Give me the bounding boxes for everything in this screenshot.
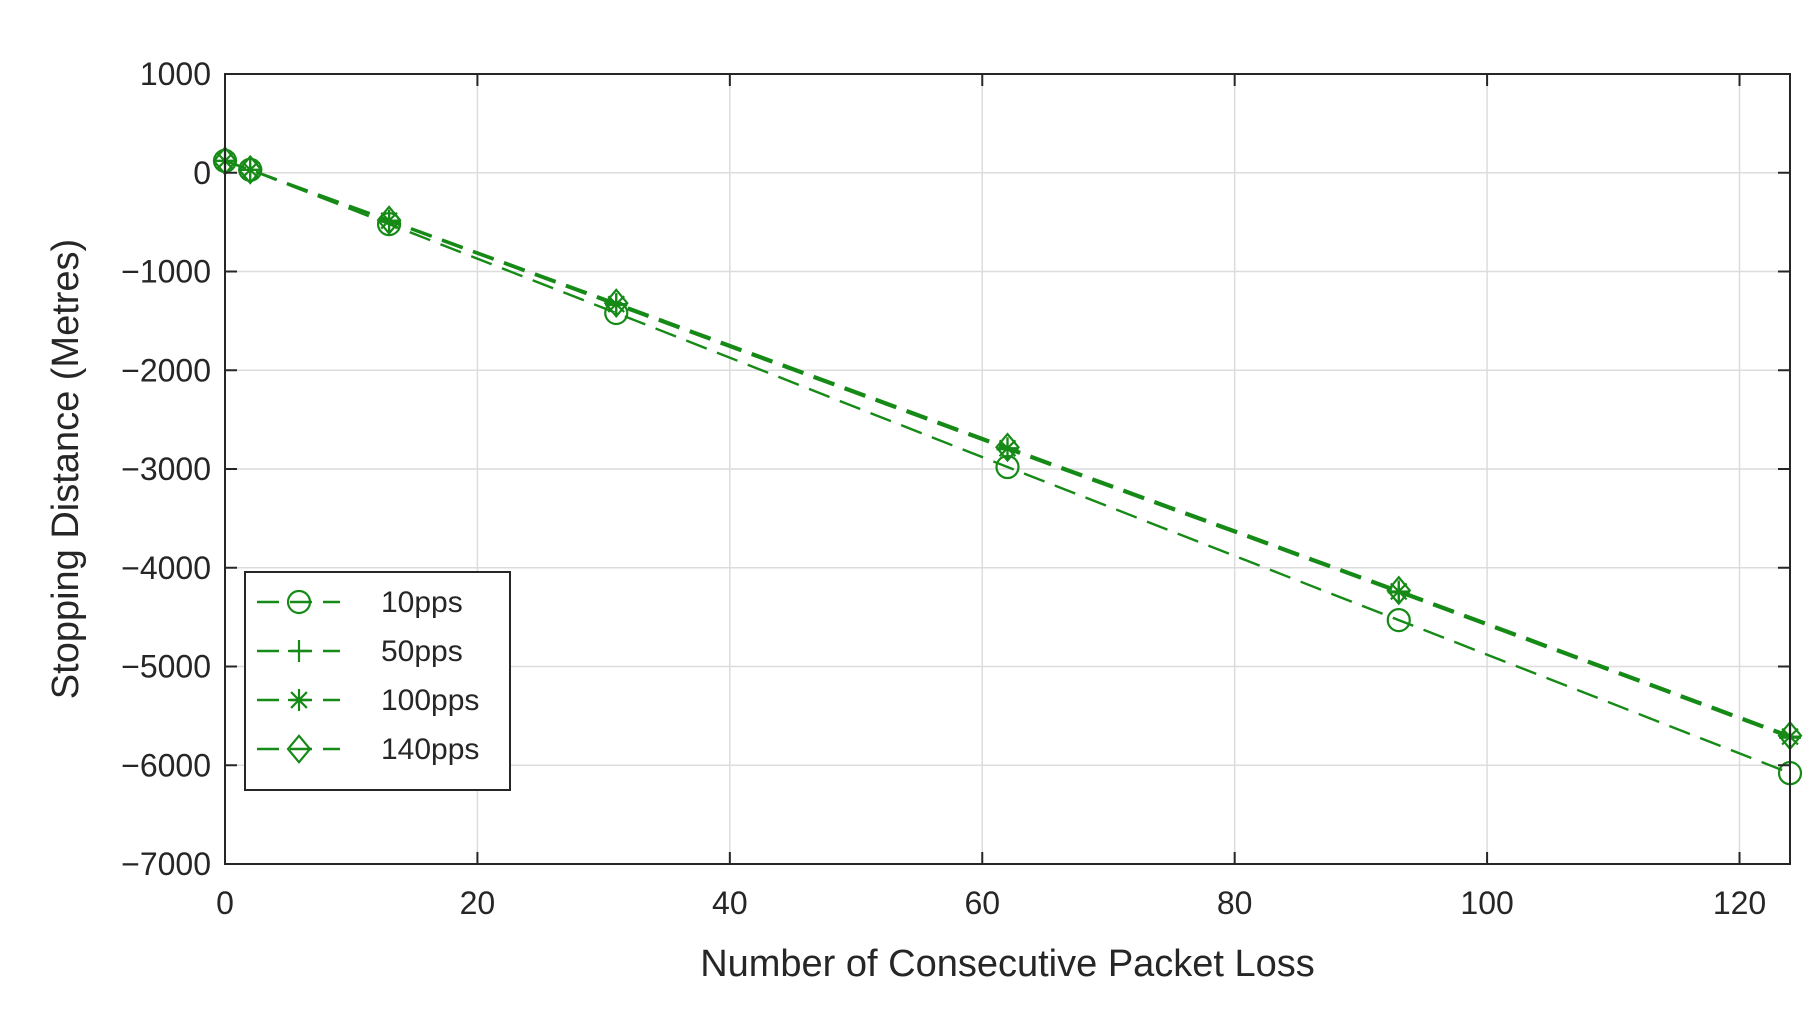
y-tick-label: −6000 <box>121 747 211 783</box>
y-axis-title: Stopping Distance (Metres) <box>45 239 87 699</box>
legend-label: 50pps <box>381 635 463 668</box>
y-tick-label: −2000 <box>121 352 211 388</box>
legend: 10pps 50pps 100pps 140pps <box>244 571 511 791</box>
y-tick-label: −5000 <box>121 649 211 685</box>
x-tick-label: 60 <box>964 885 1000 921</box>
legend-item-50pps: 50pps <box>257 635 463 668</box>
legend-item-10pps: 10pps <box>257 586 463 619</box>
series-layer <box>212 145 1803 786</box>
y-tick-label: 1000 <box>140 56 211 92</box>
x-tick-label: 100 <box>1460 885 1513 921</box>
legend-label: 140pps <box>381 733 479 766</box>
data-point-100pps <box>1387 580 1410 603</box>
x-tick-label: 20 <box>460 885 496 921</box>
data-point-10pps <box>1386 607 1411 633</box>
y-tick-label: −4000 <box>121 550 211 586</box>
data-point-140pps <box>1386 575 1412 606</box>
data-point-140pps <box>995 432 1020 463</box>
x-axis-title: Number of Consecutive Packet Loss <box>700 943 1315 985</box>
legend-label: 100pps <box>381 684 479 717</box>
y-tick-label: −7000 <box>121 846 211 882</box>
y-tick-label: −3000 <box>121 451 211 487</box>
series-line-140pps <box>224 159 1791 737</box>
data-point-140pps <box>376 205 402 236</box>
data-point-100pps <box>239 158 262 181</box>
x-tick-label: 40 <box>712 885 748 921</box>
legend-item-100pps: 100pps <box>257 684 479 717</box>
legend-marker-140pps <box>286 734 312 764</box>
data-point-140pps <box>237 154 263 185</box>
legend-marker-100pps <box>288 689 310 711</box>
x-tick-label: 0 <box>216 885 234 921</box>
series-line-10pps <box>224 159 1791 775</box>
legend-marker-10pps <box>286 589 312 615</box>
axis-ticks: 0 20 40 60 80 100 120 1000 0 −1000 −2000 −3000 −4000… <box>121 56 1790 921</box>
y-tick-label: −1000 <box>121 254 211 290</box>
legend-label: 10pps <box>381 586 463 619</box>
y-tick-label: 0 <box>193 155 211 191</box>
x-tick-label: 120 <box>1713 885 1766 921</box>
legend-marker-50pps <box>288 640 310 662</box>
legend-item-140pps: 140pps <box>257 733 479 766</box>
x-tick-label: 80 <box>1217 885 1253 921</box>
data-point-140pps <box>603 288 629 319</box>
